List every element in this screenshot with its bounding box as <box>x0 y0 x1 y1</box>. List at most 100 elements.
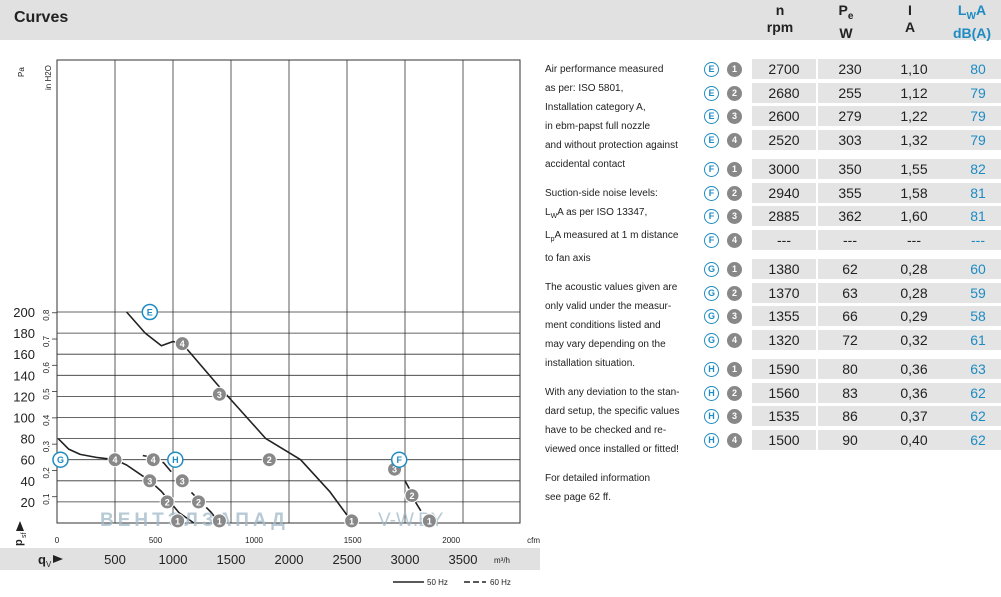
col-header-current-unit: A <box>904 19 916 35</box>
operating-point-marker <box>174 336 190 352</box>
y-axis-unit: Pa <box>17 67 26 77</box>
x-tick-label: 3500 <box>449 552 478 567</box>
operating-point-label: 2 <box>165 497 170 507</box>
operating-point-label: 1 <box>217 516 222 526</box>
x-tick-label: 2500 <box>333 552 362 567</box>
table-cell-pe: 72 <box>818 329 882 350</box>
x2-tick-label: 1500 <box>344 536 362 545</box>
table-cell-i: 0,28 <box>882 259 946 279</box>
y2-tick-label: 0,1 <box>42 493 51 505</box>
y-tick-label: 200 <box>13 305 35 320</box>
table-row: E 2 2680 255 1,12 79 <box>700 82 1001 104</box>
x-tick-label: 2000 <box>275 552 304 567</box>
operating-point-marker <box>261 452 277 468</box>
table-cell-pe: 279 <box>818 106 882 126</box>
curve-label: F <box>396 455 402 465</box>
table-row: H 3 1535 86 0,37 62 <box>700 405 1001 427</box>
table-cell-lwa: 62 <box>946 382 1001 403</box>
table-cell-n: 1535 <box>752 406 816 426</box>
y-tick-label: 100 <box>13 411 35 426</box>
note-noise-levels: Suction-side noise levels: LWA as per IS… <box>545 188 679 264</box>
table-cell-n: 1355 <box>752 306 816 326</box>
header-bar: Curves n rpm Pe W I A LWA dB(A) <box>0 0 1001 41</box>
table-cell-i: 1,60 <box>882 206 946 226</box>
x-axis-arrow-icon <box>53 555 63 563</box>
operating-point-marker <box>145 452 161 468</box>
operating-point-label: 3 <box>180 476 185 486</box>
operating-point-label: 3 <box>217 390 222 400</box>
y-tick-label: 140 <box>13 368 35 383</box>
table-row: G 4 1320 72 0,32 61 <box>700 329 1001 351</box>
curve-marker-icon: E <box>704 109 719 124</box>
table-cell-pe: --- <box>818 229 882 250</box>
curve-marker-icon: F <box>704 232 719 248</box>
point-number-badge: 1 <box>727 262 742 277</box>
y2-tick-label: 0,8 <box>42 309 51 321</box>
col-header-sound-unit: dB(A) <box>952 24 992 41</box>
table-cell-n: 1380 <box>752 259 816 279</box>
operating-point-label: 2 <box>267 455 272 465</box>
operating-point-label: 2 <box>409 491 414 501</box>
y2-axis-unit: in H2O <box>44 65 53 90</box>
point-number-badge: 1 <box>727 162 742 177</box>
table-cell-lwa: 79 <box>946 82 1001 103</box>
table-cell-n: 1500 <box>752 429 816 450</box>
curve-label: G <box>57 455 64 465</box>
note-deviation: With any deviation to the stan- dard set… <box>545 387 680 455</box>
table-cell-lwa: 61 <box>946 329 1001 350</box>
table-cell-i: 0,37 <box>882 406 946 426</box>
x2-tick-label: 0 <box>55 536 60 545</box>
point-number-badge: 2 <box>727 85 742 101</box>
x-axis-label: q <box>38 552 46 567</box>
table-cell-n: 1560 <box>752 382 816 403</box>
table-cell-lwa: 82 <box>946 159 1001 179</box>
table-cell-n: 3000 <box>752 159 816 179</box>
watermark-left: ВЕНТЭЛЗАПАД <box>100 510 289 531</box>
point-number-badge: 3 <box>727 109 742 124</box>
table-cell-pe: 62 <box>818 259 882 279</box>
table-cell-n: 2600 <box>752 106 816 126</box>
y-axis-label: p <box>13 539 25 546</box>
table-cell-pe: 66 <box>818 306 882 326</box>
col-header-power-unit: W <box>839 24 853 41</box>
table-cell-n: 2520 <box>752 129 816 150</box>
table-cell-i: 0,36 <box>882 382 946 403</box>
table-cell-pe: 303 <box>818 129 882 150</box>
curve-label: E <box>147 308 153 318</box>
x-tick-label: 500 <box>104 552 126 567</box>
point-number-badge: 4 <box>727 332 742 348</box>
point-number-badge: 1 <box>727 362 742 377</box>
curve-marker-icon: F <box>704 185 719 201</box>
curve-label-marker <box>52 451 69 468</box>
table-cell-lwa: --- <box>946 229 1001 250</box>
table-row: F 1 3000 350 1,55 82 <box>700 158 1001 180</box>
table-cell-pe: 230 <box>818 59 882 79</box>
table-cell-n: 1370 <box>752 282 816 303</box>
table-cell-lwa: 58 <box>946 306 1001 326</box>
table-cell-lwa: 81 <box>946 206 1001 226</box>
operating-point-marker <box>211 386 227 402</box>
curve-label-marker <box>390 451 408 468</box>
table-cell-i: 1,22 <box>882 106 946 126</box>
table-cell-n: 2700 <box>752 59 816 79</box>
table-cell-lwa: 81 <box>946 182 1001 203</box>
table-row: G 2 1370 63 0,28 59 <box>700 282 1001 304</box>
x-tick-label: 1000 <box>159 552 188 567</box>
point-number-badge: 2 <box>727 185 742 201</box>
curve-label: H <box>172 455 179 465</box>
operating-point-marker <box>170 513 186 529</box>
y-tick-label: 160 <box>13 347 35 362</box>
table-cell-i: 1,12 <box>882 82 946 103</box>
operating-point-label: 1 <box>175 516 180 526</box>
point-number-badge: 3 <box>727 409 742 424</box>
table-cell-n: --- <box>752 229 816 250</box>
table-cell-lwa: 60 <box>946 259 1001 279</box>
table-cell-i: --- <box>882 229 946 250</box>
operating-point-label: 3 <box>392 465 397 475</box>
legend-label-50hz: 50 Hz <box>427 578 448 587</box>
note-detailed-info: For detailed information see page 62 ff. <box>545 473 651 503</box>
operating-point-label: 3 <box>147 476 152 486</box>
table-row: F 2 2940 355 1,58 81 <box>700 182 1001 204</box>
table-cell-n: 1590 <box>752 359 816 379</box>
curve-marker-icon: H <box>704 362 719 377</box>
